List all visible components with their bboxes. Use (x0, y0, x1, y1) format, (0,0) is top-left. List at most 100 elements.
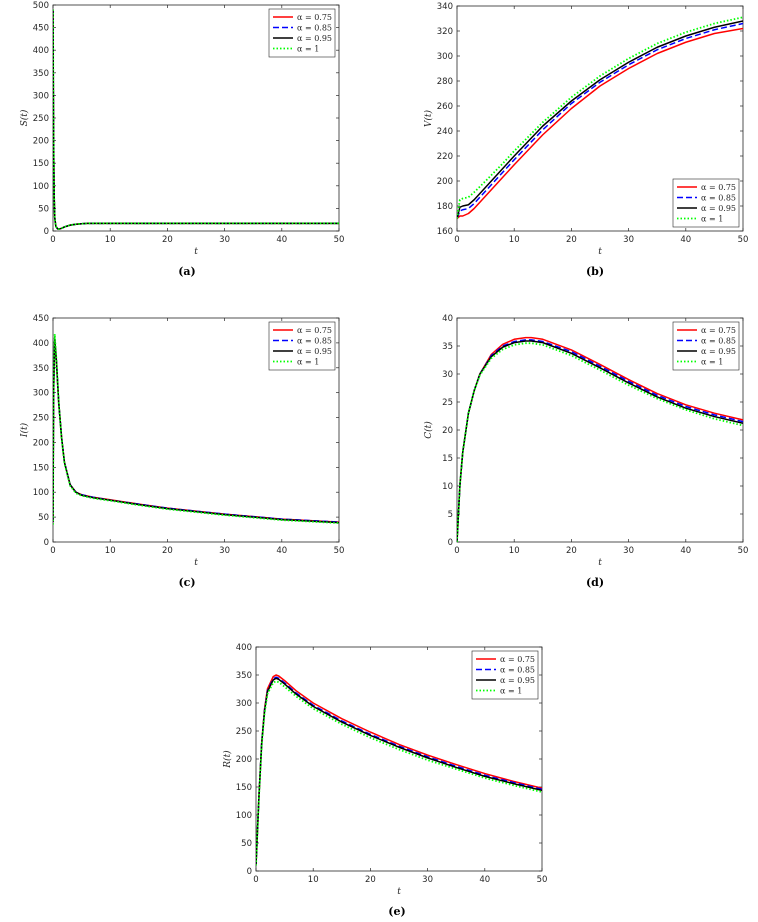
x-tick-label: 0 (454, 235, 459, 245)
y-tick-label: 200 (33, 137, 49, 147)
y-tick-label: 160 (437, 227, 453, 237)
legend-label: α = 0.85 (297, 24, 332, 33)
y-tick-label: 100 (33, 182, 49, 192)
legend-label: α = 0.75 (701, 183, 736, 192)
y-tick-label: 220 (437, 152, 453, 162)
y-tick-label: 15 (442, 454, 453, 464)
y-tick-label: 0 (448, 538, 453, 548)
legend-label: α = 1 (701, 215, 723, 224)
x-tick-label: 20 (162, 235, 173, 245)
y-tick-label: 300 (33, 389, 49, 399)
legend: α = 0.75 α = 0.85α = 0.95 α = 1 (268, 321, 336, 371)
legend-label: α = 0.85 (500, 666, 535, 675)
series-line (53, 333, 339, 525)
legend-label: α = 0.75 (297, 13, 332, 22)
x-tick-label: 50 (537, 875, 548, 885)
x-tick-label: 20 (566, 546, 577, 556)
series-line (457, 16, 743, 219)
legend-label: α = 1 (297, 358, 319, 367)
x-tick-label: 20 (365, 875, 376, 885)
series-group (53, 9, 339, 231)
chart-panel: 0 10 20 30 40 50 0 5 10 15 20 25 30 35 40 t C(t) α = 0.75… (423, 314, 748, 589)
y-tick-label: 450 (33, 314, 49, 324)
series-group (457, 336, 743, 542)
legend: α = 0.75 α = 0.85α = 0.95 α = 1 (672, 178, 740, 228)
series-line (53, 9, 339, 231)
x-axis-label: t (598, 558, 602, 568)
legend: α = 0.75 α = 0.85α = 0.95 α = 1 (268, 8, 336, 58)
legend-label: α = 0.95 (500, 676, 535, 685)
y-tick-label: 320 (437, 27, 453, 37)
legend-label: α = 0.95 (297, 34, 332, 43)
legend: α = 0.75 α = 0.85α = 0.95 α = 1 (471, 650, 539, 700)
y-tick-label: 400 (33, 46, 49, 56)
chart-panel: 0 10 20 30 40 5005010015020025030035040045050… (19, 1, 344, 278)
legend-label: α = 0.85 (701, 337, 736, 346)
legend-label: α = 0.95 (701, 347, 736, 356)
series-line (457, 342, 743, 542)
y-tick-label: 350 (33, 364, 49, 374)
y-tick-label: 0 (44, 227, 49, 237)
series-line (256, 680, 542, 866)
y-tick-label: 300 (236, 699, 252, 709)
x-tick-label: 20 (162, 546, 173, 556)
y-tick-label: 0 (44, 538, 49, 548)
x-tick-label: 50 (738, 235, 749, 245)
y-axis-label: V(t) (423, 109, 434, 127)
panel-caption: (c) (178, 576, 195, 589)
panel-caption: (a) (178, 265, 196, 278)
legend-label: α = 1 (297, 45, 319, 54)
y-tick-label: 35 (442, 342, 453, 352)
y-tick-label: 5 (448, 510, 453, 520)
x-tick-label: 40 (276, 546, 287, 556)
x-tick-label: 30 (623, 235, 634, 245)
panel-caption: (b) (586, 265, 604, 278)
y-tick-label: 20 (442, 426, 453, 436)
y-tick-label: 100 (33, 488, 49, 498)
x-axis-label: t (194, 247, 198, 257)
x-tick-label: 0 (50, 235, 55, 245)
x-tick-label: 50 (334, 235, 345, 245)
x-tick-label: 0 (253, 875, 258, 885)
x-tick-label: 30 (219, 235, 230, 245)
chart-panel: 0 10 20 30 40 50 160 180 200 220 240 260 280 300 320 34… (423, 2, 748, 278)
y-axis-label: I(t) (19, 422, 30, 438)
y-tick-label: 180 (437, 202, 453, 212)
y-tick-label: 260 (437, 102, 453, 112)
y-tick-label: 350 (236, 671, 252, 681)
y-tick-label: 400 (236, 643, 252, 653)
x-axis-label: t (397, 887, 401, 897)
y-axis-label: S(t) (19, 109, 30, 126)
legend-label: α = 0.85 (297, 337, 332, 346)
legend-label: α = 1 (701, 358, 723, 367)
chart-panel: 0 10 20 30 40 50 0 50 100 150 200 250 300 350 400 t R(t)… (222, 643, 547, 918)
y-tick-label: 50 (38, 513, 49, 523)
x-tick-label: 30 (623, 546, 634, 556)
y-tick-label: 280 (437, 77, 453, 87)
y-tick-label: 0 (247, 867, 252, 877)
y-tick-label: 500 (33, 1, 49, 11)
series-line (53, 337, 339, 524)
chart-panel: 0 10 20 30 40 50 0 50 100 150 200 250 300 350 400 450 t I… (19, 314, 344, 589)
y-tick-label: 200 (236, 755, 252, 765)
x-tick-label: 10 (509, 235, 520, 245)
x-axis-label: t (194, 558, 198, 568)
y-tick-label: 200 (437, 177, 453, 187)
x-tick-label: 0 (454, 546, 459, 556)
legend: α = 0.75 α = 0.85α = 0.95 α = 1 (672, 321, 740, 371)
series-group (256, 674, 542, 866)
x-tick-label: 10 (509, 546, 520, 556)
x-tick-label: 20 (566, 235, 577, 245)
x-tick-label: 40 (479, 875, 490, 885)
legend-label: α = 0.75 (297, 326, 332, 335)
x-tick-label: 40 (680, 235, 691, 245)
x-tick-label: 50 (334, 546, 345, 556)
y-tick-label: 150 (33, 159, 49, 169)
legend-label: α = 0.75 (500, 655, 535, 664)
y-tick-label: 50 (241, 839, 252, 849)
legend-label: α = 0.75 (701, 326, 736, 335)
y-tick-label: 150 (236, 783, 252, 793)
series-group (457, 16, 743, 220)
x-tick-label: 10 (105, 546, 116, 556)
